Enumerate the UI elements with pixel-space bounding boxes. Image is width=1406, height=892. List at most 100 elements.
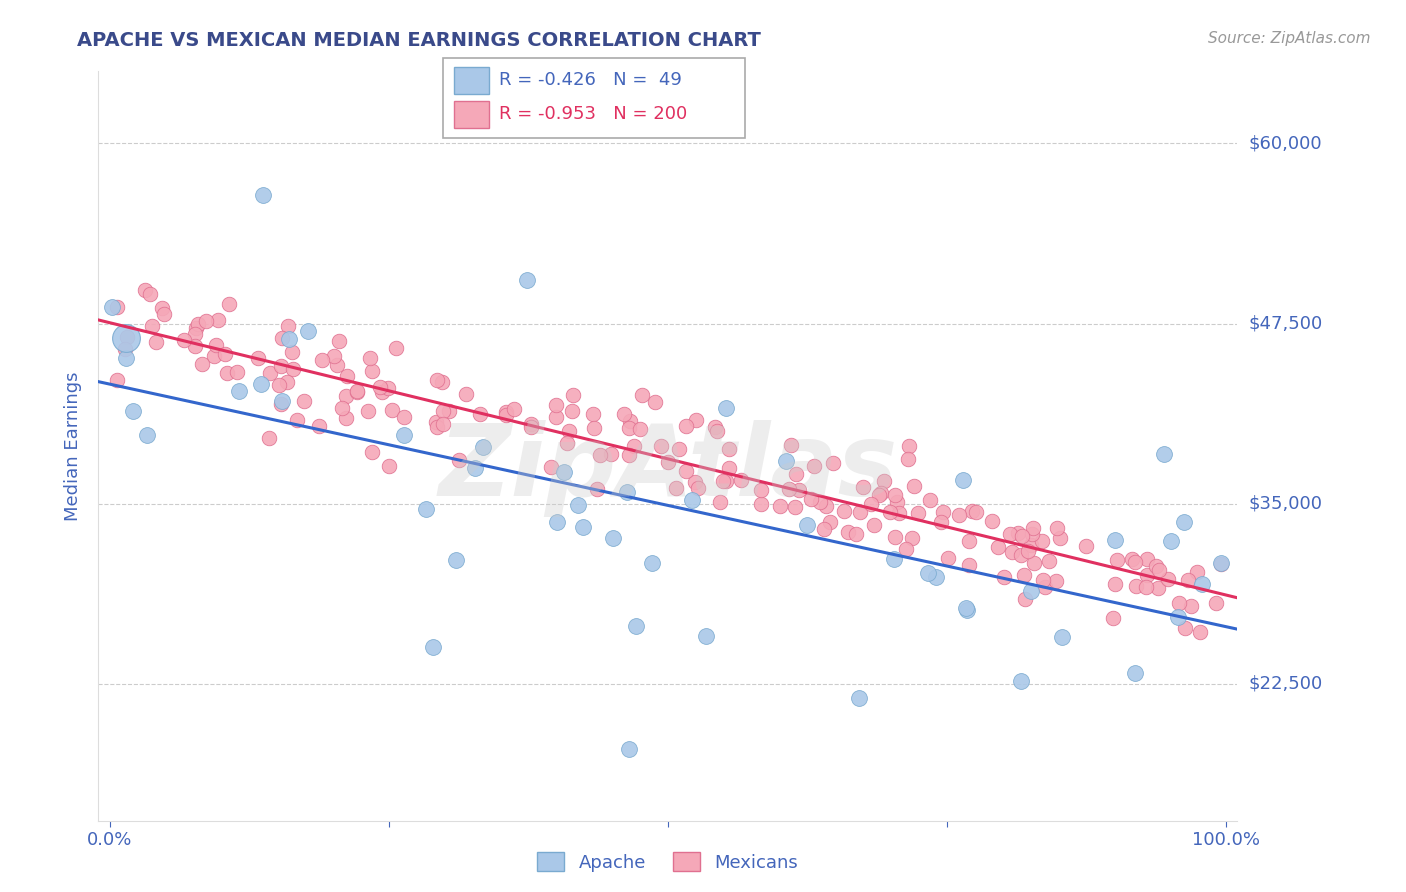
Text: R = -0.426   N =  49: R = -0.426 N = 49 [499,71,682,89]
Point [121,404,143,418]
Text: Source: ZipAtlas.com: Source: ZipAtlas.com [1208,31,1371,46]
Point [447,453,470,467]
Point [311,352,333,367]
Point [1188,625,1211,640]
Point [957,533,980,548]
Point [640,556,662,570]
Point [956,603,979,617]
Point [432,404,454,418]
Text: $47,500: $47,500 [1249,315,1323,333]
Point [540,460,562,475]
Point [270,393,292,408]
Point [863,517,886,532]
Point [630,388,652,402]
Point [1010,674,1032,689]
Point [1012,568,1035,582]
Point [889,506,911,520]
Point [1167,610,1189,624]
Point [1010,548,1032,562]
Point [1038,554,1060,568]
Point [384,341,406,355]
Point [848,690,870,705]
Point [335,411,357,425]
Point [585,482,607,496]
Point [582,407,605,421]
Point [115,351,138,366]
Point [292,393,315,408]
Point [1046,521,1069,535]
Point [346,384,368,399]
Point [572,519,595,533]
Point [870,485,893,500]
Point [1045,574,1067,588]
Point [454,387,477,401]
Point [1011,529,1033,543]
Point [883,488,905,502]
Point [270,359,292,373]
Point [555,436,578,450]
Point [1125,579,1147,593]
Point [368,380,391,394]
Text: $22,500: $22,500 [1249,674,1323,693]
Point [285,413,308,427]
Point [214,346,236,360]
Point [981,514,1004,528]
Point [1125,666,1147,681]
Point [832,504,855,518]
Point [145,334,167,349]
Point [370,384,392,399]
Point [818,515,841,529]
Point [361,364,384,378]
Point [897,451,920,466]
Point [1000,527,1022,541]
Point [357,403,380,417]
Point [955,600,977,615]
Point [1104,533,1126,548]
Point [837,524,859,539]
Point [789,483,811,497]
Point [141,319,163,334]
Point [703,420,725,434]
Point [650,439,672,453]
Point [520,420,543,434]
Point [851,479,873,493]
Point [247,351,270,365]
Point [184,327,207,342]
Point [1205,596,1227,610]
Point [1001,544,1024,558]
Point [173,333,195,347]
Point [516,273,538,287]
Text: $60,000: $60,000 [1249,135,1322,153]
Point [1019,584,1042,599]
Point [886,495,908,509]
Point [1136,552,1159,566]
Point [683,475,706,489]
Point [205,337,228,351]
Point [717,461,740,475]
Point [134,284,156,298]
Point [259,366,281,380]
Point [769,500,792,514]
Point [472,440,495,454]
Point [217,366,239,380]
Point [932,505,955,519]
Point [1102,611,1125,625]
Point [426,373,449,387]
Point [1031,533,1053,548]
Point [153,306,176,320]
Point [553,465,575,479]
Point [600,447,623,461]
Point [191,357,214,371]
Point [883,552,905,566]
Point [845,527,868,541]
Point [269,378,291,392]
Point [1121,552,1143,566]
Point [929,515,952,529]
Point [115,330,138,344]
Point [283,362,305,376]
Point [813,522,835,536]
Point [1168,596,1191,610]
Point [425,415,447,429]
Point [228,384,250,399]
Point [378,459,401,474]
